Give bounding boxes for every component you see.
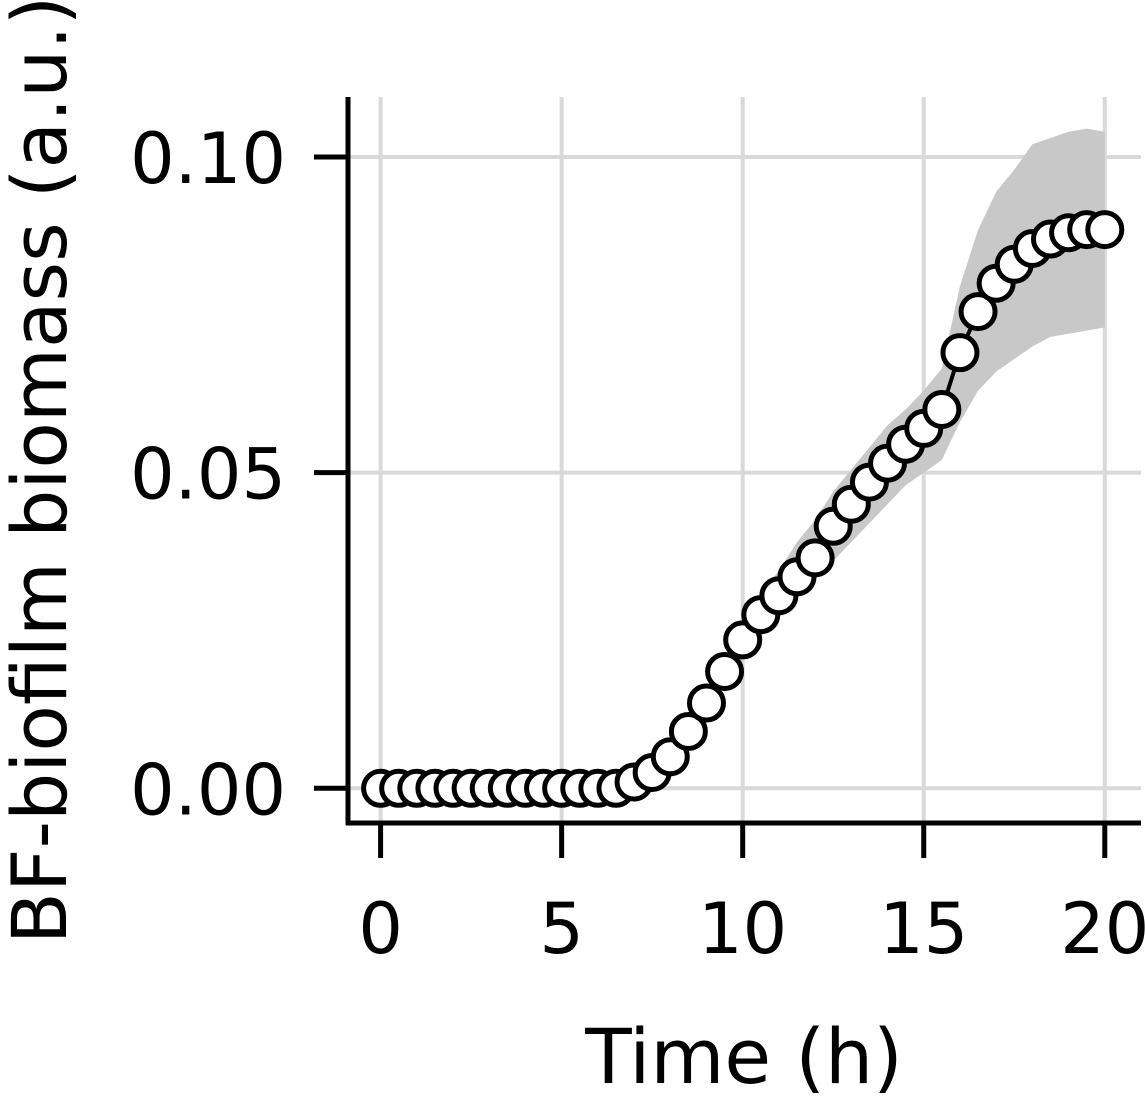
x-tick-label-0: 0 bbox=[358, 888, 403, 970]
tick-labels: 0 5 10 15 20 0.00 0.05 0.10 bbox=[130, 118, 1145, 970]
data-point-31 bbox=[922, 389, 962, 429]
x-tick-label-4: 20 bbox=[1060, 888, 1145, 970]
data-point-17 bbox=[668, 711, 708, 751]
y-tick-label-2: 0.10 bbox=[130, 118, 286, 200]
data-point-40 bbox=[1085, 210, 1125, 250]
y-tick-label-1: 0.05 bbox=[130, 434, 286, 516]
y-axis-title: BF-biofilm biomass (a.u.) bbox=[0, 0, 84, 944]
data-point-18 bbox=[686, 683, 726, 723]
data-point-19 bbox=[705, 651, 745, 691]
x-axis-title: Time (h) bbox=[584, 1012, 903, 1101]
data-markers bbox=[361, 210, 1125, 808]
x-tick-label-2: 10 bbox=[698, 888, 787, 970]
data-point-24 bbox=[795, 538, 835, 578]
data-point-32 bbox=[940, 333, 980, 373]
axes bbox=[314, 97, 1141, 858]
y-tick-label-0: 0.00 bbox=[130, 749, 286, 831]
x-tick-label-1: 5 bbox=[539, 888, 584, 970]
x-tick-label-3: 15 bbox=[879, 888, 968, 970]
data-point-33 bbox=[958, 292, 998, 332]
